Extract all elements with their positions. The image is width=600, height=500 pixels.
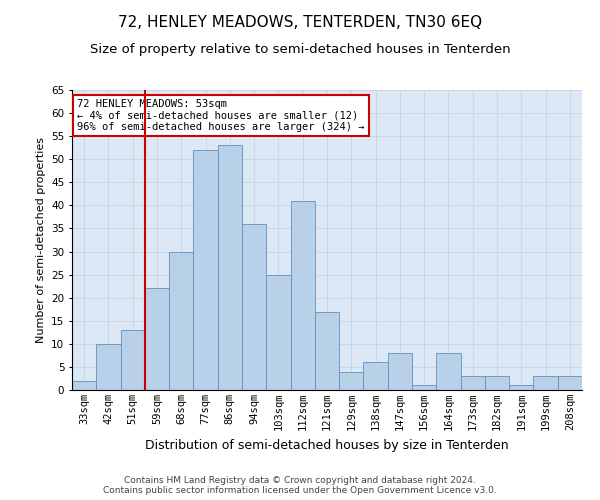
Bar: [388, 353, 412, 390]
Bar: [558, 376, 582, 390]
Bar: [242, 224, 266, 390]
Bar: [436, 353, 461, 390]
Bar: [121, 330, 145, 390]
Bar: [266, 274, 290, 390]
Bar: [339, 372, 364, 390]
Bar: [315, 312, 339, 390]
Text: 72, HENLEY MEADOWS, TENTERDEN, TN30 6EQ: 72, HENLEY MEADOWS, TENTERDEN, TN30 6EQ: [118, 15, 482, 30]
Bar: [461, 376, 485, 390]
Bar: [72, 381, 96, 390]
Bar: [364, 362, 388, 390]
Bar: [145, 288, 169, 390]
Bar: [509, 386, 533, 390]
Bar: [412, 386, 436, 390]
Bar: [169, 252, 193, 390]
Bar: [485, 376, 509, 390]
Bar: [218, 146, 242, 390]
Text: Size of property relative to semi-detached houses in Tenterden: Size of property relative to semi-detach…: [89, 42, 511, 56]
Bar: [96, 344, 121, 390]
Bar: [290, 201, 315, 390]
Bar: [193, 150, 218, 390]
Text: Contains HM Land Registry data © Crown copyright and database right 2024.
Contai: Contains HM Land Registry data © Crown c…: [103, 476, 497, 495]
Y-axis label: Number of semi-detached properties: Number of semi-detached properties: [35, 137, 46, 343]
X-axis label: Distribution of semi-detached houses by size in Tenterden: Distribution of semi-detached houses by …: [145, 438, 509, 452]
Text: 72 HENLEY MEADOWS: 53sqm
← 4% of semi-detached houses are smaller (12)
96% of se: 72 HENLEY MEADOWS: 53sqm ← 4% of semi-de…: [77, 99, 365, 132]
Bar: [533, 376, 558, 390]
